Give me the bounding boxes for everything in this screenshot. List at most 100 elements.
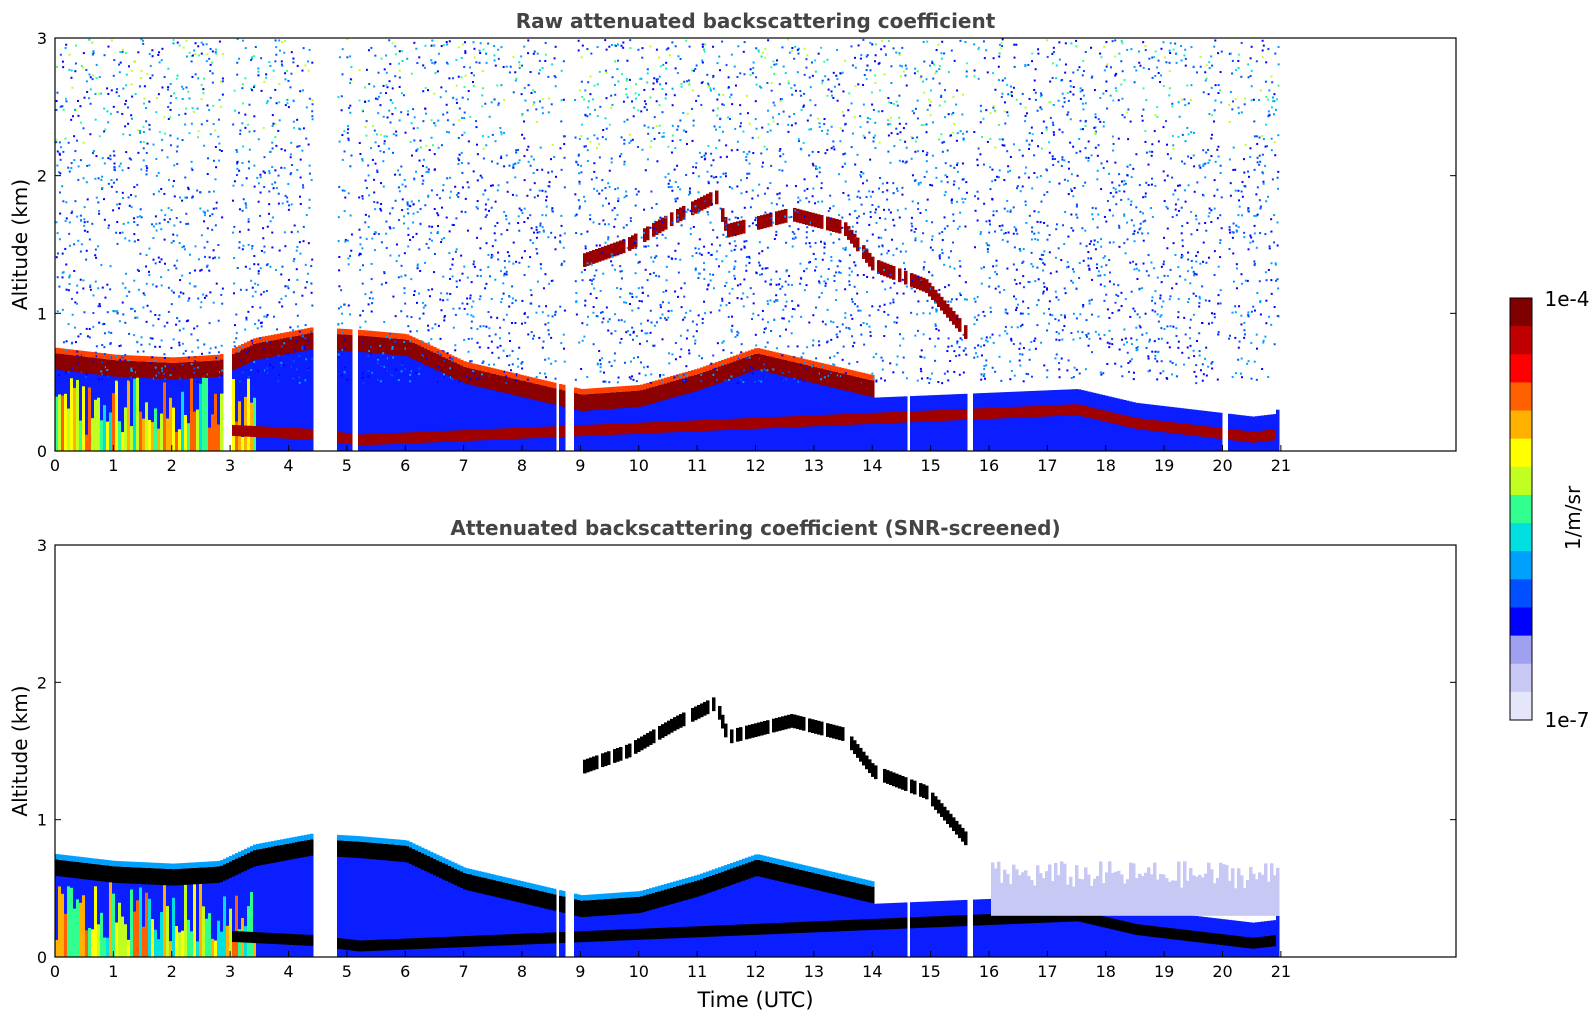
heatmap-cell [904,268,906,270]
heatmap-cell [855,231,857,233]
heatmap-cell [139,253,141,255]
heatmap-cell [874,60,876,62]
heatmap-cell [587,160,589,162]
heatmap-cell [163,362,167,379]
heatmap-cell [296,146,298,148]
heatmap-cell [905,162,907,164]
heatmap-cell [604,187,606,189]
heatmap-cell [591,264,593,266]
heatmap-cell [739,113,741,115]
heatmap-cell [724,359,728,365]
heatmap-cell [778,353,782,359]
heatmap-cell [394,75,396,77]
heatmap-cell [745,270,747,272]
heatmap-cell [725,175,727,177]
heatmap-cell [811,365,813,367]
heatmap-cell [92,152,94,154]
heatmap-cell [680,335,682,337]
heatmap-cell [652,422,656,433]
heatmap-cell [717,181,719,183]
heatmap-cell [911,225,913,227]
heatmap-cell [508,255,510,257]
heatmap-cell [169,117,171,119]
heatmap-cell [513,242,515,244]
heatmap-cell [143,141,145,143]
heatmap-cell [616,242,620,256]
heatmap-cell [419,160,421,162]
heatmap-cell [926,154,928,156]
heatmap-cell [210,64,212,66]
heatmap-cell [702,43,704,45]
heatmap-cell [656,245,658,247]
heatmap-cell [625,88,627,90]
heatmap-cell [137,351,139,353]
heatmap-cell [298,355,300,357]
heatmap-cell [624,161,626,163]
heatmap-cell [812,314,814,316]
heatmap-cell [148,362,152,379]
heatmap-cell [637,423,641,434]
heatmap-cell [667,382,671,399]
heatmap-cell [832,366,836,372]
heatmap-cell [597,138,599,140]
heatmap-cell [685,174,687,176]
heatmap-cell [667,317,669,319]
heatmap-cell [715,376,719,451]
heatmap-cell [544,60,546,62]
heatmap-cell [892,397,896,451]
heatmap-cell [263,251,265,253]
heatmap-cell [341,95,343,97]
heatmap-cell [531,227,533,229]
heatmap-cell [646,226,650,240]
heatmap-cell [242,102,244,104]
heatmap-cell [868,132,870,134]
heatmap-cell [299,196,301,198]
heatmap-cell [446,41,448,43]
heatmap-cell [788,216,790,218]
heatmap-cell [711,254,713,256]
heatmap-cell [601,252,603,254]
heatmap-cell [755,272,757,274]
heatmap-cell [233,341,235,343]
heatmap-cell [413,179,415,181]
heatmap-cell [449,230,451,232]
heatmap-cell [340,432,344,443]
heatmap-cell [190,333,192,335]
heatmap-cell [689,310,691,312]
heatmap-cell [762,52,764,54]
heatmap-cell [528,84,530,86]
heatmap-cell [917,208,919,210]
heatmap-cell [766,364,770,451]
heatmap-cell [550,158,552,160]
heatmap-cell [169,398,173,451]
heatmap-cell [96,64,98,66]
heatmap-cell [516,195,518,197]
heatmap-cell [523,428,527,439]
heatmap-cell [87,221,89,223]
heatmap-cell [530,165,532,167]
heatmap-cell [539,231,541,233]
heatmap-cell [862,250,864,252]
heatmap-cell [271,340,275,357]
heatmap-cell [484,429,488,440]
heatmap-cell [550,387,554,404]
heatmap-cell [523,381,527,398]
heatmap-cell [667,146,669,148]
heatmap-cell [422,90,424,92]
heatmap-cell [479,346,481,348]
heatmap-cell [899,123,901,125]
heatmap-cell [675,45,677,47]
heatmap-cell [805,365,809,382]
heatmap-cell [267,100,269,102]
heatmap-cell [754,219,756,221]
heatmap-cell [652,223,656,237]
heatmap-cell [696,330,698,332]
heatmap-cell [587,81,589,83]
heatmap-cell [865,249,869,263]
heatmap-cell [779,169,781,171]
heatmap-cell [614,188,616,190]
heatmap-cell [461,57,463,59]
heatmap-cell [466,362,470,368]
heatmap-cell [863,104,865,106]
heatmap-cell [703,262,705,264]
